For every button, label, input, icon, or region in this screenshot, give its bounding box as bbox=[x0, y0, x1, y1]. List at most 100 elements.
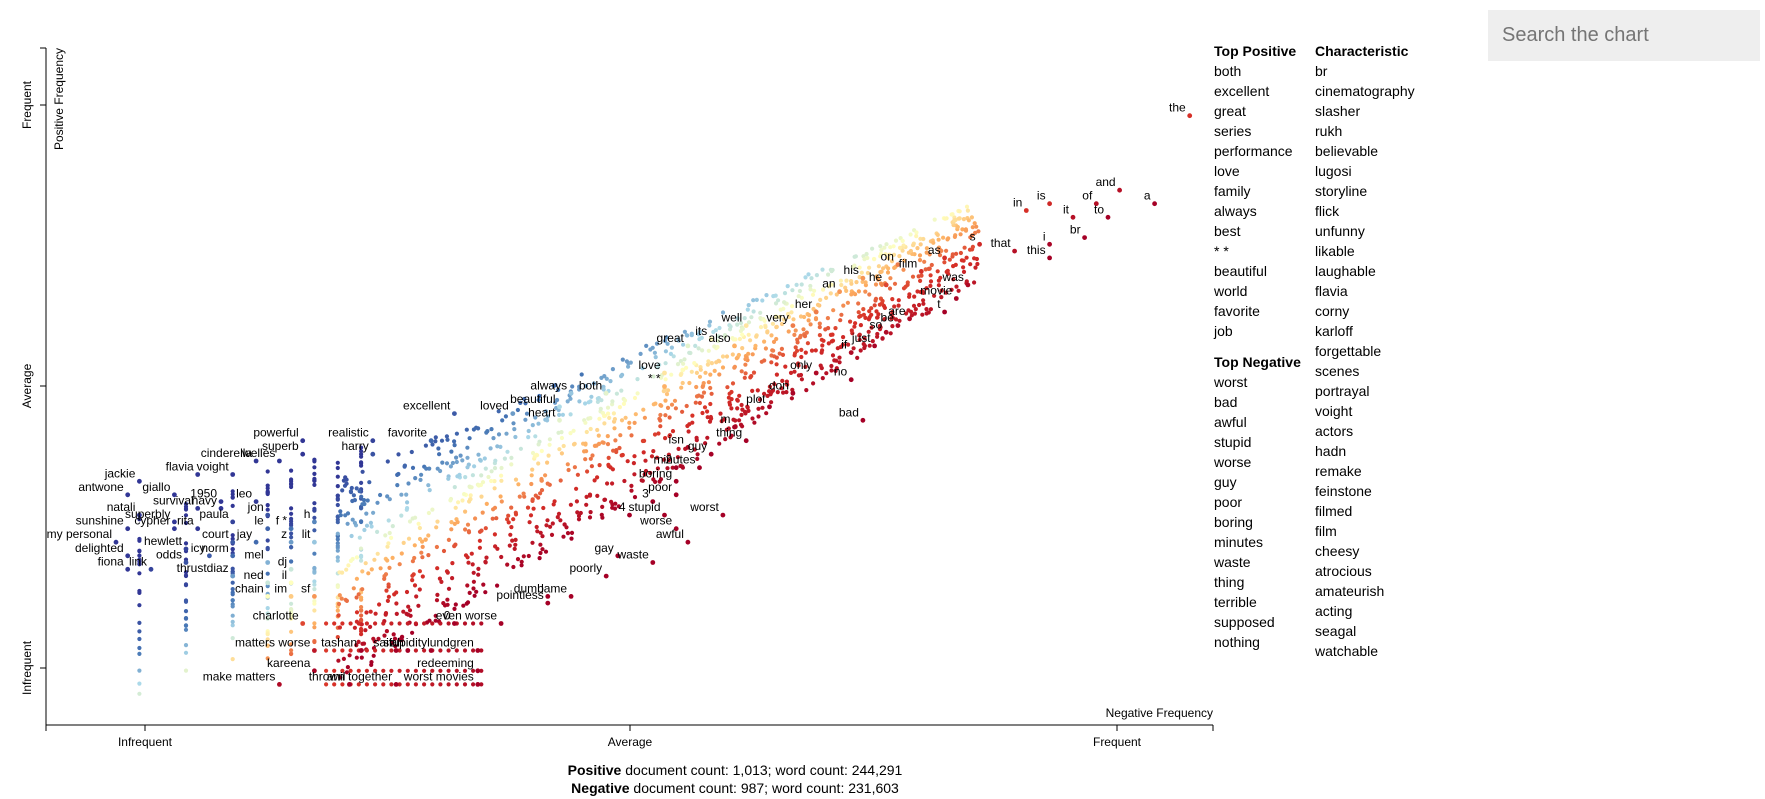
term-label[interactable]: saif bbox=[373, 636, 392, 650]
term-label[interactable]: 0 bbox=[444, 609, 451, 623]
term-point[interactable] bbox=[918, 269, 924, 274]
term-point[interactable] bbox=[883, 282, 889, 288]
term-point[interactable] bbox=[627, 512, 632, 518]
term-point[interactable] bbox=[195, 506, 201, 511]
term-point[interactable] bbox=[510, 411, 516, 416]
term-point[interactable] bbox=[253, 499, 259, 504]
term-point[interactable] bbox=[697, 465, 702, 471]
term-point[interactable] bbox=[172, 526, 177, 532]
term-point[interactable] bbox=[137, 478, 142, 484]
term-label[interactable]: in bbox=[1013, 196, 1022, 210]
term-point[interactable] bbox=[230, 573, 236, 579]
term-label[interactable]: he bbox=[869, 270, 883, 284]
term-point[interactable] bbox=[113, 539, 119, 545]
term-label[interactable]: guy bbox=[688, 439, 707, 453]
term-point[interactable] bbox=[300, 438, 306, 444]
term-point[interactable] bbox=[907, 316, 912, 322]
term-label[interactable]: beautiful bbox=[510, 392, 555, 406]
term-label[interactable]: his bbox=[844, 263, 859, 277]
term-label[interactable]: of bbox=[1082, 189, 1093, 203]
term-point[interactable] bbox=[125, 492, 131, 498]
characteristic-term[interactable]: slasher bbox=[1315, 103, 1361, 119]
term-label[interactable]: br bbox=[1070, 223, 1081, 237]
term-label[interactable]: t bbox=[937, 297, 941, 311]
term-point[interactable] bbox=[953, 296, 959, 301]
term-point[interactable] bbox=[312, 594, 317, 599]
term-label[interactable]: great bbox=[657, 331, 685, 345]
term-label[interactable]: dumb bbox=[514, 581, 544, 595]
term-label[interactable]: awful bbox=[656, 527, 684, 541]
term-point[interactable] bbox=[603, 573, 609, 579]
term-label[interactable]: isn bbox=[669, 432, 684, 446]
term-point[interactable] bbox=[195, 526, 201, 532]
term-label[interactable]: worst bbox=[689, 500, 719, 514]
term-point[interactable] bbox=[300, 621, 306, 626]
term-label[interactable]: m bbox=[721, 412, 731, 426]
term-point[interactable] bbox=[195, 472, 201, 477]
term-label[interactable]: waste bbox=[616, 548, 649, 562]
characteristic-term[interactable]: film bbox=[1315, 523, 1337, 539]
top-positive-term[interactable]: favorite bbox=[1214, 303, 1260, 319]
term-point[interactable] bbox=[475, 668, 481, 674]
top-negative-term[interactable]: minutes bbox=[1214, 534, 1264, 550]
term-point[interactable] bbox=[312, 668, 317, 674]
term-point[interactable] bbox=[673, 465, 679, 471]
term-point[interactable] bbox=[1023, 208, 1029, 213]
term-label[interactable]: z bbox=[281, 527, 287, 541]
term-label[interactable]: thrown together bbox=[309, 669, 392, 683]
term-point[interactable] bbox=[218, 499, 224, 504]
term-label[interactable]: this bbox=[1027, 243, 1046, 257]
term-label[interactable]: 4 bbox=[619, 500, 626, 514]
top-negative-term[interactable]: stupid bbox=[1214, 434, 1252, 450]
term-point[interactable] bbox=[172, 492, 177, 498]
characteristic-term[interactable]: atrocious bbox=[1315, 563, 1372, 579]
term-point[interactable] bbox=[603, 390, 609, 396]
term-point[interactable] bbox=[883, 329, 889, 335]
term-point[interactable] bbox=[265, 594, 271, 599]
term-point[interactable] bbox=[720, 512, 726, 518]
characteristic-term[interactable]: acting bbox=[1315, 603, 1353, 619]
term-label[interactable]: boring bbox=[639, 466, 672, 480]
term-point[interactable] bbox=[265, 512, 271, 518]
term-point[interactable] bbox=[393, 648, 399, 653]
characteristic-term[interactable]: storyline bbox=[1315, 183, 1368, 199]
characteristic-term[interactable]: amateurish bbox=[1315, 583, 1385, 599]
term-point[interactable] bbox=[685, 539, 691, 545]
term-point[interactable] bbox=[393, 682, 399, 687]
term-point[interactable] bbox=[452, 621, 457, 626]
term-point[interactable] bbox=[650, 560, 656, 565]
characteristic-term[interactable]: feinstone bbox=[1315, 483, 1372, 499]
term-point[interactable] bbox=[347, 682, 352, 687]
top-negative-term[interactable]: waste bbox=[1214, 554, 1251, 570]
term-point[interactable] bbox=[545, 600, 551, 606]
term-point[interactable] bbox=[977, 241, 982, 247]
term-label[interactable]: matters worse bbox=[235, 636, 311, 650]
term-point[interactable] bbox=[230, 472, 236, 477]
term-label[interactable]: flavia bbox=[166, 460, 194, 474]
term-point[interactable] bbox=[148, 566, 154, 572]
characteristic-term[interactable]: forgettable bbox=[1315, 343, 1382, 359]
term-label[interactable]: movie bbox=[920, 284, 952, 298]
term-label[interactable]: to bbox=[1094, 202, 1104, 216]
term-label[interactable]: worst movies bbox=[403, 669, 474, 683]
term-label[interactable]: ah bbox=[390, 636, 403, 650]
term-point[interactable] bbox=[732, 343, 737, 349]
term-point[interactable] bbox=[615, 553, 621, 559]
search-input[interactable] bbox=[1488, 10, 1760, 61]
term-label[interactable]: norm bbox=[201, 541, 228, 555]
term-point[interactable] bbox=[498, 621, 504, 626]
term-label[interactable]: always bbox=[530, 378, 567, 392]
term-label[interactable]: don bbox=[769, 378, 789, 392]
term-point[interactable] bbox=[1012, 248, 1017, 254]
term-label[interactable]: both bbox=[579, 378, 602, 392]
term-label[interactable]: * * bbox=[648, 372, 661, 386]
term-label[interactable]: delighted bbox=[75, 541, 124, 555]
term-point[interactable] bbox=[708, 451, 714, 457]
term-label[interactable]: thrustdiaz bbox=[177, 561, 229, 575]
term-label[interactable]: that bbox=[991, 236, 1012, 250]
top-positive-term[interactable]: love bbox=[1214, 163, 1240, 179]
term-label[interactable]: and bbox=[1096, 175, 1116, 189]
term-label[interactable]: an bbox=[822, 277, 835, 291]
top-positive-term[interactable]: series bbox=[1214, 123, 1252, 139]
term-label[interactable]: welles bbox=[241, 446, 275, 460]
